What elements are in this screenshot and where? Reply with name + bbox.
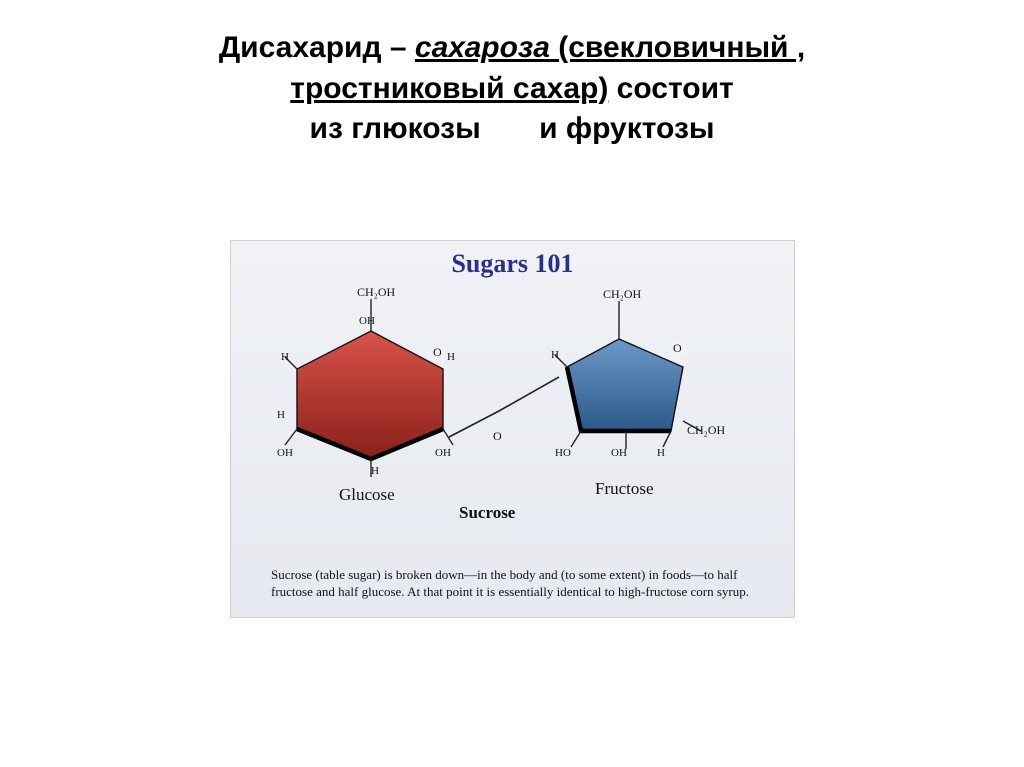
fru-o-label: O <box>673 341 682 356</box>
t1-pre: Дисахарид – <box>219 31 415 64</box>
atom-H: H <box>371 465 379 477</box>
t3-right: и фруктозы <box>539 112 714 145</box>
atom-H: H <box>277 409 285 421</box>
atom-HO: HO <box>555 447 571 459</box>
title-line-1: Дисахарид – сахароза (свекловичный , <box>0 28 1024 69</box>
fructose-name: Fructose <box>595 479 654 499</box>
diagram-caption: Sucrose (table sugar) is broken down—in … <box>271 566 754 601</box>
slide-title: Дисахарид – сахароза (свекловичный , тро… <box>0 0 1024 150</box>
t2: тростниковый сахар) <box>290 72 608 105</box>
atom-H: H <box>657 447 665 459</box>
diagram-title: Sugars 101 <box>231 241 794 279</box>
fru-ch2oh-r: CH₂OH <box>687 423 725 438</box>
fru-ch2oh-l: CH₂OH <box>603 287 641 302</box>
glu-o-label: O <box>433 345 442 360</box>
t3-gap <box>481 112 539 145</box>
sucrose-name: Sucrose <box>459 503 515 523</box>
bridge-o: O <box>493 429 502 444</box>
molecule-svg <box>231 281 796 513</box>
title-line-3: из глюкозы и фруктозы <box>0 109 1024 150</box>
t1-mid: сахароза <box>415 31 550 64</box>
molecule-stage: CH₂OH O CH₂OH CH₂OH O O H H H OH OH OH H H HO OH H… <box>231 281 794 513</box>
atom-OH: OH <box>611 447 627 459</box>
t3-left: из глюкозы <box>310 112 481 145</box>
t2-post: состоит <box>608 72 733 105</box>
title-line-2: тростниковый сахар) состоит <box>0 69 1024 110</box>
diagram-panel: Sugars 101 <box>230 240 795 618</box>
atom-H: H <box>447 351 455 363</box>
glu-ch2oh: CH₂OH <box>357 285 395 300</box>
atom-OH: OH <box>277 447 293 459</box>
atom-OH: OH <box>359 315 375 327</box>
atom-H: H <box>281 351 289 363</box>
glucose-name: Glucose <box>339 485 395 505</box>
atom-H: H <box>551 349 559 361</box>
atom-OH: OH <box>435 447 451 459</box>
t1-post: (свекловичный , <box>550 31 805 64</box>
